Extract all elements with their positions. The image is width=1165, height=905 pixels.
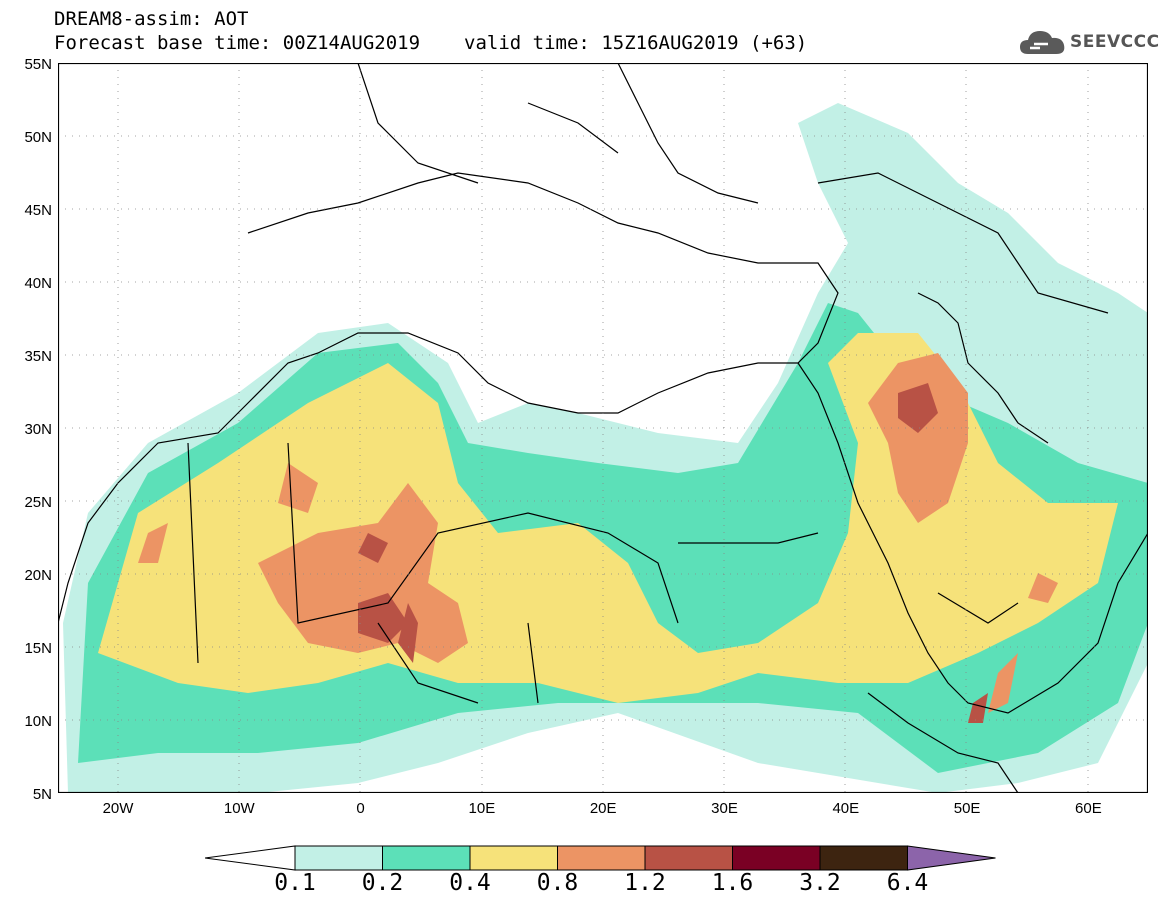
colorbar-segment <box>644 845 733 871</box>
lat-label: 55N <box>24 56 52 73</box>
lat-label: 10N <box>24 713 52 730</box>
lat-label: 50N <box>24 129 52 146</box>
logo-text: SEEVCCC <box>1070 32 1160 52</box>
lat-label: 40N <box>24 275 52 292</box>
map-title: DREAM8-assim: AOT <box>54 8 249 30</box>
lat-label: 15N <box>24 640 52 657</box>
lon-label: 0 <box>356 800 365 817</box>
colorbar-segment <box>557 845 646 871</box>
lon-label: 50E <box>953 800 981 817</box>
lat-label: 35N <box>24 348 52 365</box>
colorbar-segment <box>294 845 383 871</box>
lat-label: 5N <box>32 786 52 803</box>
colorbar-high-arrow <box>907 845 996 871</box>
colorbar-segment <box>469 845 558 871</box>
base-time: Forecast base time: 00Z14AUG2019 <box>54 32 421 54</box>
colorbar-label: 6.4 <box>886 870 929 896</box>
colorbar-label: 1.6 <box>711 870 754 896</box>
seevccc-logo: SEEVCCC <box>1018 26 1159 58</box>
aot-map <box>58 63 1148 793</box>
colorbar-label: 0.2 <box>361 870 404 896</box>
colorbar <box>205 845 996 871</box>
lon-label: 60E <box>1075 800 1102 817</box>
lat-label: 30N <box>24 421 52 438</box>
colorbar-segment <box>382 845 471 871</box>
colorbar-segment <box>819 845 908 871</box>
coastlines <box>58 63 1148 793</box>
colorbar-label: 1.2 <box>624 870 666 896</box>
colorbar-low-arrow <box>205 845 296 871</box>
aot-field <box>63 103 1148 793</box>
lon-label: 10E <box>468 800 496 817</box>
forecast-times: Forecast base time: 00Z14AUG2019 valid ti… <box>54 33 807 53</box>
colorbar-label: 0.8 <box>536 870 579 896</box>
cloud-icon <box>1020 31 1065 54</box>
valid-time: valid time: 15Z16AUG2019 (+63) <box>464 32 808 54</box>
colorbar-label: 0.4 <box>449 870 491 896</box>
lat-label: 45N <box>24 202 52 219</box>
graticule <box>58 63 1148 793</box>
colorbar-segment <box>732 845 821 871</box>
lon-label: 20W <box>102 800 134 817</box>
colorbar-label: 0.1 <box>274 870 316 896</box>
lon-label: 30E <box>711 800 738 817</box>
lat-label: 25N <box>24 494 52 511</box>
lat-label: 20N <box>24 567 52 584</box>
colorbar-label: 3.2 <box>799 870 841 896</box>
lon-label: 20E <box>589 800 617 817</box>
lon-label: 40E <box>832 800 860 817</box>
lon-label: 10W <box>223 800 255 817</box>
